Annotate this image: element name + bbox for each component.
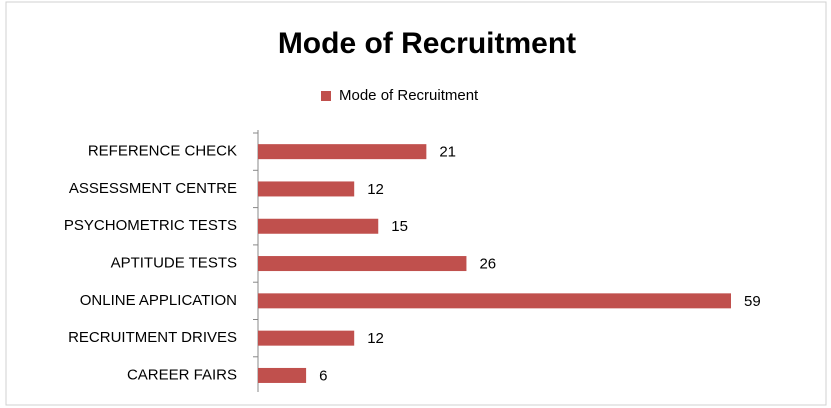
bar (258, 181, 355, 197)
bar (258, 144, 427, 160)
value-label: 59 (744, 293, 761, 310)
value-label: 26 (479, 256, 496, 273)
bar (258, 367, 307, 383)
bar (258, 293, 731, 309)
y-tick-label: ONLINE APPLICATION (80, 292, 237, 309)
legend-label: Mode of Recruitment (339, 87, 479, 104)
bar (258, 256, 467, 272)
chart-frame (5, 1, 827, 406)
y-tick-label: APTITUDE TESTS (111, 255, 237, 272)
bar (258, 330, 355, 346)
y-tick-label: ASSESSMENT CENTRE (69, 180, 237, 197)
y-tick-label: PSYCHOMETRIC TESTS (64, 217, 237, 234)
value-label: 15 (391, 218, 408, 235)
chart-title: Mode of Recruitment (278, 27, 576, 60)
value-label: 6 (319, 367, 327, 384)
value-label: 21 (439, 144, 456, 161)
bar (258, 218, 379, 234)
y-tick-label: RECRUITMENT DRIVES (68, 329, 237, 346)
legend-swatch (321, 91, 331, 101)
y-tick-label: CAREER FAIRS (127, 366, 237, 383)
value-label: 12 (367, 330, 384, 347)
y-tick-label: REFERENCE CHECK (88, 143, 237, 160)
value-label: 12 (367, 181, 384, 198)
